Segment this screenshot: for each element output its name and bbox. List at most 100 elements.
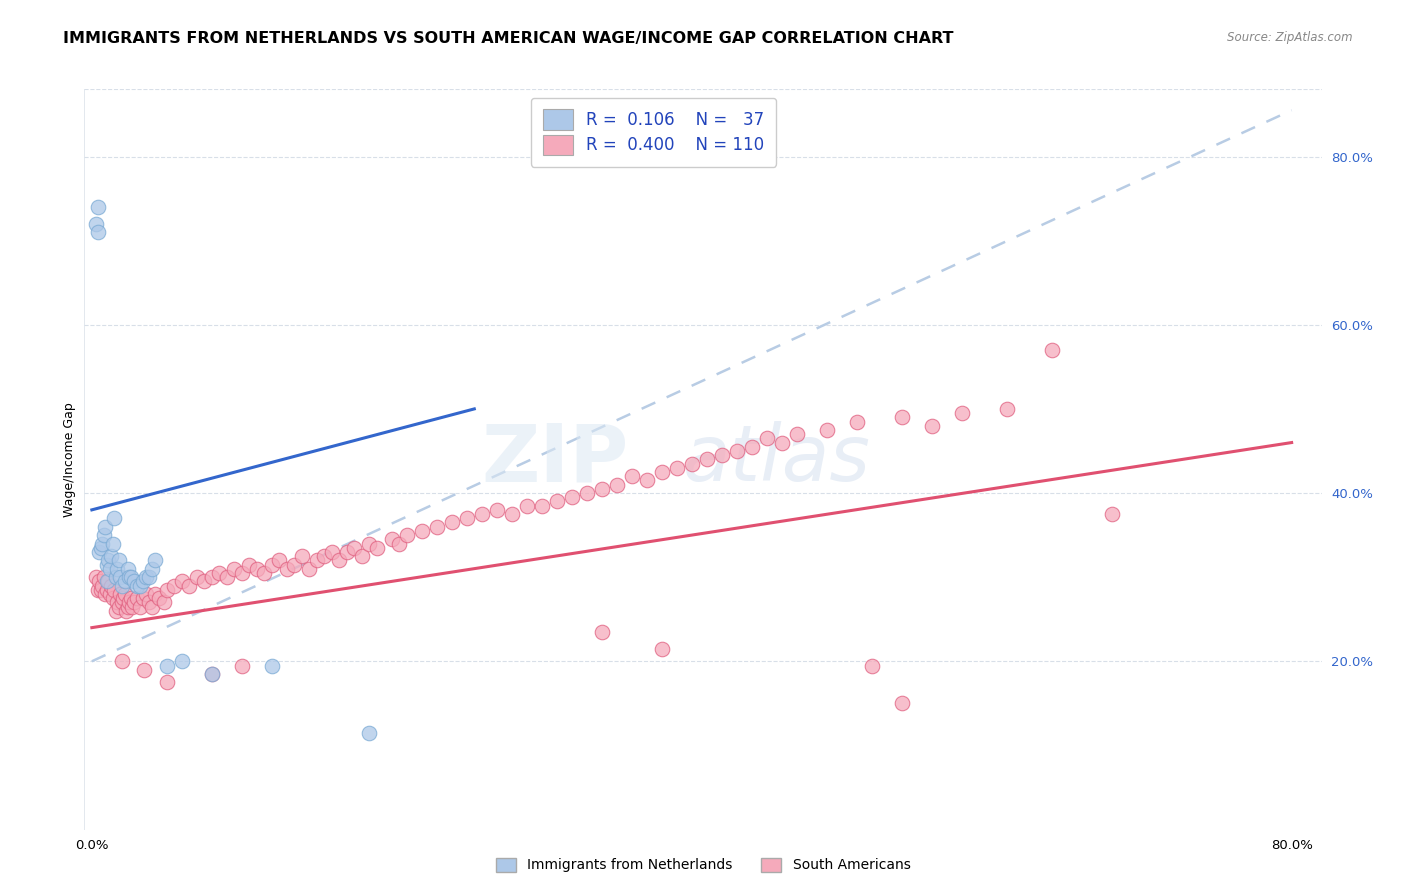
Point bbox=[770, 435, 793, 450]
Point bbox=[118, 570, 141, 584]
Point bbox=[845, 415, 868, 429]
Point bbox=[98, 562, 121, 576]
Point bbox=[138, 595, 160, 609]
Y-axis label: Wage/Income Gap: Wage/Income Gap bbox=[63, 402, 76, 516]
Point bbox=[90, 582, 112, 597]
Point bbox=[253, 566, 276, 580]
Point bbox=[411, 524, 433, 538]
Point bbox=[111, 595, 134, 609]
Point bbox=[314, 549, 336, 563]
Text: Source: ZipAtlas.com: Source: ZipAtlas.com bbox=[1227, 31, 1353, 45]
Point bbox=[121, 599, 143, 614]
Point bbox=[725, 444, 748, 458]
Point bbox=[114, 587, 136, 601]
Point bbox=[141, 562, 163, 576]
Text: ZIP: ZIP bbox=[481, 420, 628, 499]
Point bbox=[170, 654, 193, 668]
Point bbox=[125, 578, 148, 592]
Point bbox=[681, 457, 703, 471]
Point bbox=[786, 427, 808, 442]
Point bbox=[101, 536, 124, 550]
Point bbox=[141, 599, 163, 614]
Legend: Immigrants from Netherlands, South Americans: Immigrants from Netherlands, South Ameri… bbox=[489, 852, 917, 878]
Point bbox=[201, 667, 224, 681]
Point bbox=[105, 562, 128, 576]
Point bbox=[97, 574, 120, 589]
Point bbox=[186, 570, 208, 584]
Point bbox=[96, 574, 118, 589]
Point bbox=[108, 553, 131, 567]
Point bbox=[105, 595, 128, 609]
Point bbox=[104, 570, 127, 584]
Point bbox=[665, 460, 688, 475]
Point bbox=[485, 503, 508, 517]
Point bbox=[456, 511, 478, 525]
Point bbox=[501, 507, 523, 521]
Point bbox=[561, 490, 583, 504]
Point bbox=[132, 574, 155, 589]
Point bbox=[115, 604, 138, 618]
Point bbox=[98, 587, 121, 601]
Point bbox=[163, 578, 186, 592]
Point bbox=[117, 599, 139, 614]
Point bbox=[921, 418, 943, 433]
Point bbox=[388, 536, 411, 550]
Point bbox=[132, 591, 155, 606]
Point bbox=[103, 582, 125, 597]
Point bbox=[122, 595, 145, 609]
Point bbox=[104, 604, 127, 618]
Point bbox=[575, 486, 598, 500]
Point bbox=[440, 516, 463, 530]
Point bbox=[134, 663, 156, 677]
Point bbox=[471, 507, 494, 521]
Point bbox=[170, 574, 193, 589]
Point bbox=[201, 570, 224, 584]
Point bbox=[606, 477, 628, 491]
Point bbox=[156, 582, 179, 597]
Point bbox=[86, 570, 108, 584]
Point bbox=[94, 587, 117, 601]
Point bbox=[128, 578, 150, 592]
Point bbox=[269, 553, 291, 567]
Point bbox=[651, 641, 673, 656]
Point bbox=[336, 545, 359, 559]
Point bbox=[530, 499, 553, 513]
Point bbox=[591, 624, 613, 639]
Point bbox=[97, 553, 120, 567]
Point bbox=[108, 599, 131, 614]
Point bbox=[201, 667, 224, 681]
Point bbox=[128, 599, 150, 614]
Point bbox=[120, 591, 142, 606]
Point bbox=[96, 558, 118, 572]
Point bbox=[193, 574, 215, 589]
Legend: R =  0.106    N =   37, R =  0.400    N = 110: R = 0.106 N = 37, R = 0.400 N = 110 bbox=[531, 97, 776, 167]
Point bbox=[87, 225, 110, 239]
Point bbox=[291, 549, 314, 563]
Point bbox=[89, 574, 111, 589]
Point bbox=[156, 658, 179, 673]
Point bbox=[260, 558, 283, 572]
Point bbox=[224, 562, 246, 576]
Point bbox=[620, 469, 643, 483]
Point bbox=[381, 533, 404, 547]
Point bbox=[276, 562, 298, 576]
Point bbox=[101, 591, 124, 606]
Point bbox=[135, 570, 157, 584]
Point bbox=[995, 401, 1018, 416]
Point bbox=[426, 519, 449, 533]
Point bbox=[86, 217, 108, 231]
Point bbox=[298, 562, 321, 576]
Point bbox=[100, 549, 122, 563]
Point bbox=[246, 562, 269, 576]
Point bbox=[143, 587, 166, 601]
Point bbox=[93, 570, 115, 584]
Point bbox=[112, 591, 135, 606]
Point bbox=[179, 578, 201, 592]
Point bbox=[860, 658, 883, 673]
Point bbox=[696, 452, 718, 467]
Point bbox=[89, 545, 111, 559]
Point bbox=[546, 494, 568, 508]
Point bbox=[328, 553, 350, 567]
Point bbox=[118, 595, 141, 609]
Point bbox=[231, 658, 253, 673]
